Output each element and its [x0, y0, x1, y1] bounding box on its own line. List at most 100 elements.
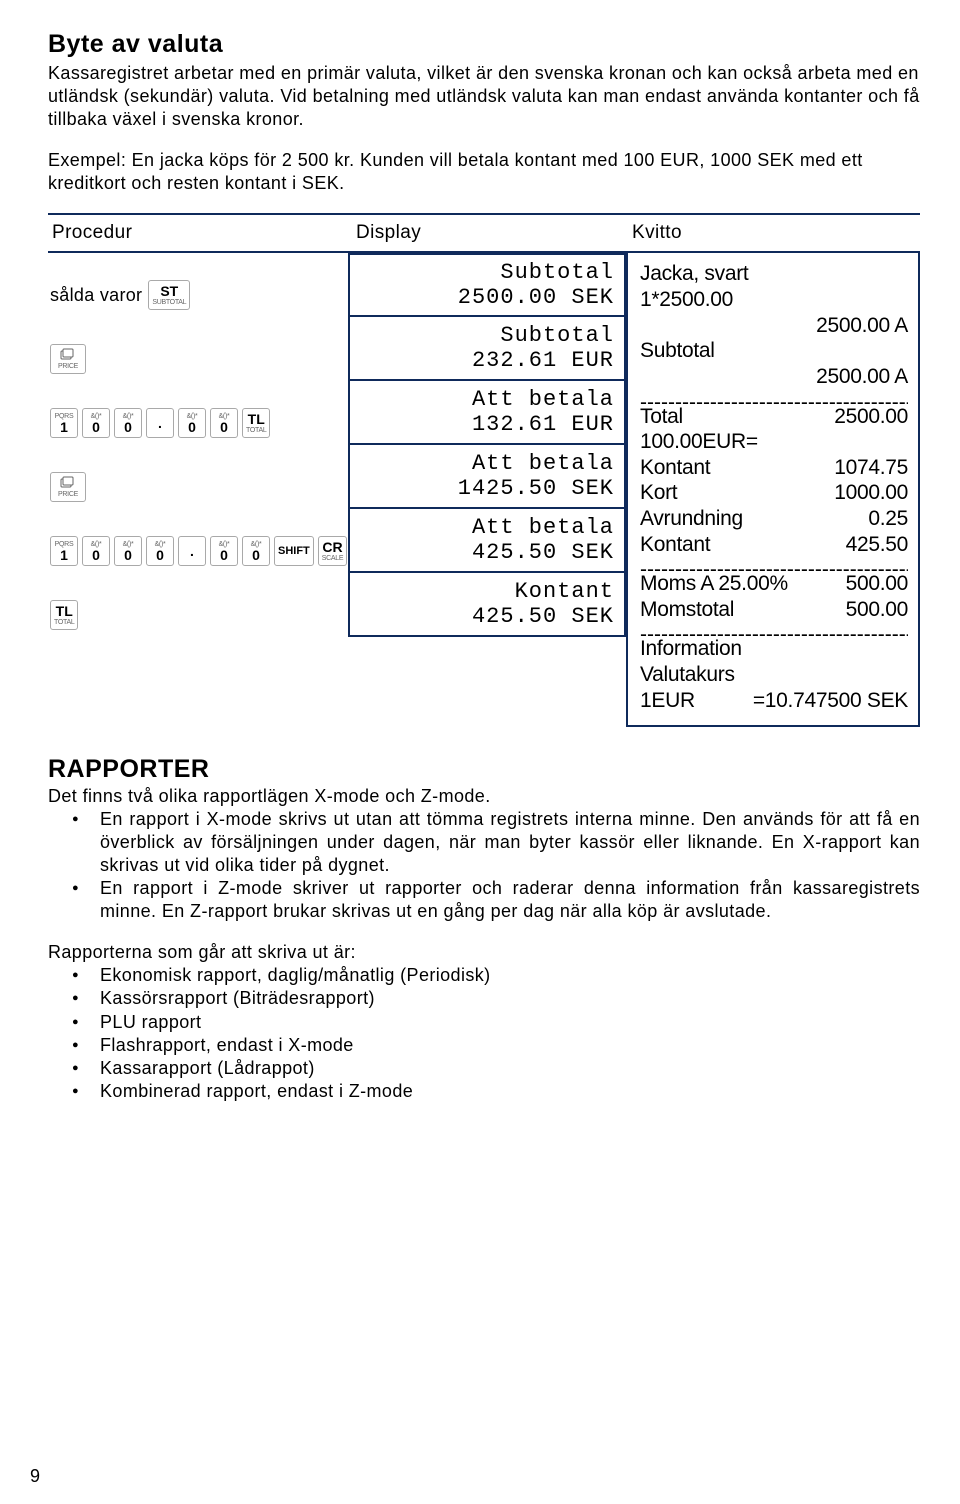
key-tiny: SUBTOTAL	[152, 299, 186, 306]
list-item: Kassörsrapport (Biträdesrapport)	[100, 987, 920, 1010]
procedure-display-receipt: Procedur sålda varor ST SUBTOTAL PRICE P…	[48, 213, 920, 727]
receipt-line: 2500.00 A	[640, 313, 908, 339]
receipt-text: 425.50	[846, 532, 908, 558]
receipt-divider: ---------------------------------------	[640, 390, 908, 404]
receipt-text: 500.00	[846, 597, 908, 623]
example-paragraph: Exempel: En jacka köps för 2 500 kr. Kun…	[48, 149, 920, 195]
key-big: 0	[220, 420, 228, 434]
display-line1: Att betala	[472, 451, 614, 476]
display-line2: 1425.50 SEK	[458, 476, 614, 501]
receipt-header: Kvitto	[626, 213, 920, 253]
key-tiny: SCALE	[322, 555, 343, 562]
procedure-row: TLTOTAL	[48, 583, 348, 647]
key-big: CR	[322, 540, 342, 554]
procedure-row: PRICE	[48, 327, 348, 391]
dot-key: .	[146, 408, 174, 438]
display-box: Subtotal 2500.00 SEK	[348, 253, 626, 317]
procedure-row: sålda varor ST SUBTOTAL	[48, 263, 348, 327]
list-item: En rapport i Z-mode skriver ut rapporter…	[100, 877, 920, 923]
receipt-line: Moms A 25.00%500.00	[640, 571, 908, 597]
list-item: Kombinerad rapport, endast i Z-mode	[100, 1080, 920, 1103]
rapporter-bullets-2: Ekonomisk rapport, daglig/månatlig (Peri…	[48, 964, 920, 1102]
receipt-column: Kvitto Jacka, svart 1*2500.00 2500.00 A …	[626, 213, 920, 727]
key-tiny: TOTAL	[54, 619, 74, 626]
key-big: 1	[60, 420, 68, 434]
digit-key: &()*0	[210, 536, 238, 566]
key-tiny: PRICE	[58, 363, 78, 370]
rapporter-intro: Det finns två olika rapportlägen X-mode …	[48, 785, 920, 808]
digit-key: &()*0	[178, 408, 206, 438]
receipt-text: Avrundning	[640, 506, 743, 532]
display-line2: 2500.00 SEK	[458, 285, 614, 310]
rapporter-bullets-1: En rapport i X-mode skrivs ut utan att t…	[48, 808, 920, 923]
receipt-text: =10.747500 SEK	[753, 688, 908, 714]
receipt-text: Momstotal	[640, 597, 734, 623]
digit-key: PQRS1	[50, 536, 78, 566]
digit-key: &()*0	[242, 536, 270, 566]
receipt-text: Total	[640, 404, 683, 430]
display-line1: Att betala	[472, 515, 614, 540]
receipt-text: 1EUR	[640, 688, 700, 714]
procedure-column: Procedur sålda varor ST SUBTOTAL PRICE P…	[48, 213, 348, 647]
receipt-line: 100.00EUR=	[640, 429, 908, 455]
display-line2: 132.61 EUR	[472, 412, 614, 437]
intro-paragraph: Kassaregistret arbetar med en primär val…	[48, 62, 920, 131]
key-big: 0	[220, 548, 228, 562]
display-line1: Att betala	[472, 387, 614, 412]
digit-key: &()*0	[146, 536, 174, 566]
receipt-text: 0.25	[868, 506, 908, 532]
procedure-header: Procedur	[48, 213, 348, 253]
list-item: En rapport i X-mode skrivs ut utan att t…	[100, 808, 920, 877]
key-big: 0	[156, 548, 164, 562]
procedure-row: PQRS1 &()*0 &()*0 &()*0 . &()*0 &()*0 SH…	[48, 519, 348, 583]
display-line2: 232.61 EUR	[472, 348, 614, 373]
procedure-row: PQRS1 &()*0 &()*0 . &()*0 &()*0 TLTOTAL	[48, 391, 348, 455]
display-line1: Subtotal	[500, 260, 614, 285]
receipt-line: Valutakurs	[640, 662, 908, 688]
display-line1: Kontant	[515, 579, 614, 604]
key-big: TL	[56, 604, 73, 618]
display-line2: 425.50 SEK	[472, 604, 614, 629]
receipt-line: 1*2500.00	[640, 287, 908, 313]
digit-key: &()*0	[82, 408, 110, 438]
key-big: 0	[252, 548, 260, 562]
key-big: 0	[124, 548, 132, 562]
display-line1: Subtotal	[500, 323, 614, 348]
receipt-body: Jacka, svart 1*2500.00 2500.00 A Subtota…	[626, 253, 920, 727]
digit-key: &()*0	[114, 408, 142, 438]
receipt-line: Subtotal	[640, 338, 908, 364]
receipt-text: Kort	[640, 480, 677, 506]
receipt-text: 1*2500.00	[640, 287, 733, 313]
receipt-line: Kontant425.50	[640, 532, 908, 558]
receipt-line: Kort 1000.00	[640, 480, 908, 506]
procedure-label: sålda varor	[50, 284, 142, 307]
key-big: .	[158, 416, 162, 430]
receipt-text: 1074.75	[834, 455, 908, 481]
key-big: 0	[124, 420, 132, 434]
receipt-line: Jacka, svart	[640, 261, 908, 287]
receipt-line: 1EUR =10.747500 SEK	[640, 688, 908, 714]
price-key: PRICE	[50, 472, 86, 502]
receipt-line: Avrundning 0.25	[640, 506, 908, 532]
receipt-line: 2500.00 A	[640, 364, 908, 390]
page-title: Byte av valuta	[48, 28, 920, 60]
tl-key: TLTOTAL	[50, 600, 78, 630]
receipt-divider: ---------------------------------------	[640, 622, 908, 636]
display-header: Display	[348, 213, 626, 253]
key-big: .	[190, 544, 194, 558]
receipt-text: Information	[640, 636, 742, 662]
receipt-text: 100.00EUR=	[640, 429, 758, 455]
tl-key: TLTOTAL	[242, 408, 270, 438]
digit-key: PQRS1	[50, 408, 78, 438]
receipt-text: 1000.00	[834, 480, 908, 506]
receipt-text: Jacka, svart	[640, 261, 748, 287]
display-box: Att betala 425.50 SEK	[348, 509, 626, 573]
rapporter-heading: RAPPORTER	[48, 753, 920, 785]
rapporter-subhead: Rapporterna som går att skriva ut är:	[48, 941, 920, 964]
key-tiny: TOTAL	[246, 427, 266, 434]
key-big: 1	[60, 548, 68, 562]
display-line2: 425.50 SEK	[472, 540, 614, 565]
digit-key: &()*0	[114, 536, 142, 566]
key-tiny: PRICE	[58, 491, 78, 498]
receipt-text: 500.00	[846, 571, 908, 597]
